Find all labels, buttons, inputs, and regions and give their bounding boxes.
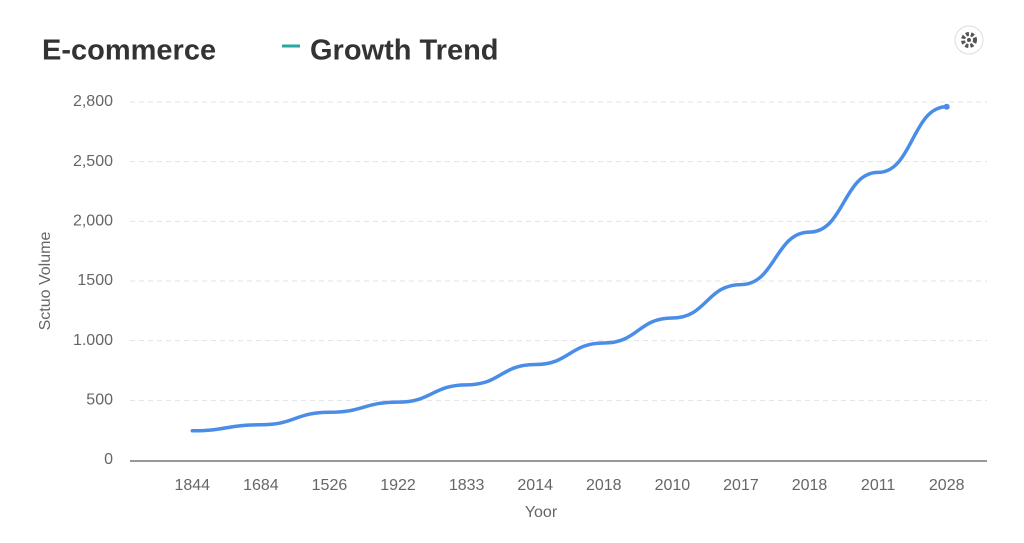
x-tick-label: 1526 [312,477,348,494]
x-tick-label: 1922 [380,477,416,494]
x-tick-label: 2011 [861,477,896,494]
chart-title: E-commerce [42,35,216,67]
y-axis-label: Sctuo Volume [37,232,54,331]
x-tick-label: 2028 [929,477,965,494]
y-tick-label: 2,000 [73,213,113,230]
x-tick-label: 2018 [792,477,828,494]
settings-button[interactable] [954,25,984,55]
x-tick-label: 2018 [586,477,622,494]
y-tick-label: 0 [104,451,113,468]
x-tick-label: 2010 [655,477,691,494]
end-point [943,103,950,110]
x-tick-label: 2014 [517,477,553,494]
legend-label: Growth Trend [310,35,499,67]
y-tick-label: 2,500 [73,153,113,170]
line [190,105,949,433]
y-tick-label: 1.000 [73,332,113,349]
y-tick-label: 2,800 [73,93,113,110]
x-axis-label: Yoor [525,504,558,521]
y-tick-label: 500 [86,392,113,409]
x-tick-label: 1684 [243,477,279,494]
x-tick-label: 1844 [174,477,210,494]
y-tick-label: 1500 [77,272,113,289]
x-tick-label: 1833 [449,477,485,494]
x-tick-label: 2017 [723,477,759,494]
